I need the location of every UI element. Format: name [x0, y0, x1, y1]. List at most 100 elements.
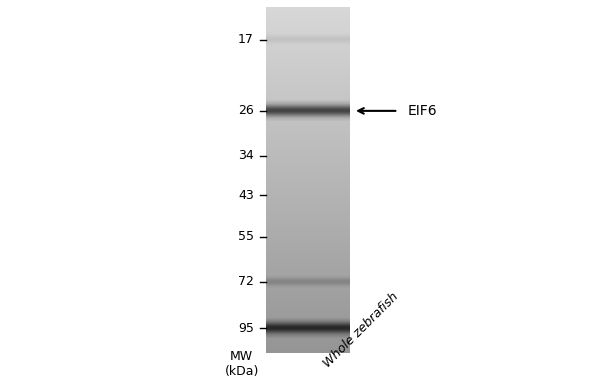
Bar: [266, 191, 350, 192]
Bar: [266, 52, 350, 54]
Bar: [266, 108, 350, 109]
Bar: [266, 327, 350, 328]
Bar: [266, 200, 350, 201]
Bar: [266, 30, 350, 31]
Bar: [266, 298, 350, 300]
Bar: [266, 154, 350, 156]
Bar: [266, 181, 350, 182]
Bar: [266, 126, 350, 127]
Bar: [266, 350, 350, 352]
Bar: [266, 232, 350, 233]
Bar: [266, 304, 350, 305]
Bar: [266, 82, 350, 83]
Bar: [266, 283, 350, 284]
Bar: [266, 231, 350, 232]
Bar: [266, 1, 350, 2]
Bar: [266, 12, 350, 13]
Bar: [266, 51, 350, 52]
Bar: [266, 145, 350, 146]
Text: Whole zebrafish: Whole zebrafish: [321, 290, 401, 370]
Bar: [266, 275, 350, 276]
Bar: [266, 83, 350, 84]
Bar: [266, 249, 350, 251]
Bar: [266, 25, 350, 26]
Bar: [266, 127, 350, 128]
Bar: [266, 42, 350, 43]
Bar: [266, 280, 350, 281]
Bar: [266, 150, 350, 151]
Bar: [266, 122, 350, 124]
Bar: [266, 236, 350, 238]
Bar: [266, 353, 350, 354]
Bar: [266, 330, 350, 331]
Bar: [266, 271, 350, 272]
Bar: [266, 266, 350, 267]
Bar: [266, 90, 350, 92]
Bar: [266, 11, 350, 12]
Bar: [266, 188, 350, 189]
Bar: [266, 13, 350, 14]
Bar: [266, 31, 350, 32]
Bar: [266, 174, 350, 175]
Bar: [266, 318, 350, 320]
Bar: [266, 301, 350, 302]
Bar: [266, 40, 350, 42]
Bar: [266, 201, 350, 202]
Bar: [266, 257, 350, 258]
Bar: [266, 355, 350, 357]
Bar: [266, 198, 350, 200]
Bar: [266, 189, 350, 190]
Bar: [266, 77, 350, 79]
Bar: [266, 259, 350, 260]
Bar: [266, 132, 350, 133]
Bar: [266, 256, 350, 257]
Bar: [266, 195, 350, 196]
Bar: [266, 335, 350, 336]
Bar: [266, 67, 350, 68]
Bar: [266, 260, 350, 261]
Bar: [266, 336, 350, 338]
Bar: [266, 247, 350, 248]
Bar: [266, 93, 350, 94]
Bar: [266, 8, 350, 10]
Bar: [266, 136, 350, 137]
Bar: [266, 88, 350, 89]
Bar: [266, 56, 350, 57]
Bar: [266, 269, 350, 270]
Bar: [266, 70, 350, 71]
Bar: [266, 348, 350, 349]
Bar: [266, 54, 350, 55]
Bar: [266, 115, 350, 117]
Bar: [266, 151, 350, 152]
Bar: [266, 68, 350, 69]
Bar: [266, 273, 350, 275]
Bar: [266, 171, 350, 172]
Bar: [266, 119, 350, 120]
Bar: [266, 149, 350, 150]
Bar: [266, 76, 350, 77]
Bar: [266, 279, 350, 280]
Bar: [266, 254, 350, 256]
Bar: [266, 251, 350, 252]
Bar: [266, 58, 350, 59]
Bar: [266, 293, 350, 295]
Bar: [266, 5, 350, 6]
Bar: [266, 71, 350, 72]
Bar: [266, 183, 350, 184]
Bar: [266, 209, 350, 210]
Bar: [266, 333, 350, 334]
Bar: [266, 325, 350, 326]
Bar: [266, 48, 350, 49]
Bar: [266, 215, 350, 216]
Bar: [266, 346, 350, 347]
Bar: [266, 105, 350, 106]
Bar: [266, 290, 350, 291]
Bar: [266, 121, 350, 122]
Bar: [266, 343, 350, 345]
Bar: [266, 285, 350, 286]
Bar: [266, 270, 350, 271]
Bar: [266, 245, 350, 246]
Bar: [266, 322, 350, 323]
Bar: [266, 340, 350, 341]
Bar: [266, 233, 350, 234]
